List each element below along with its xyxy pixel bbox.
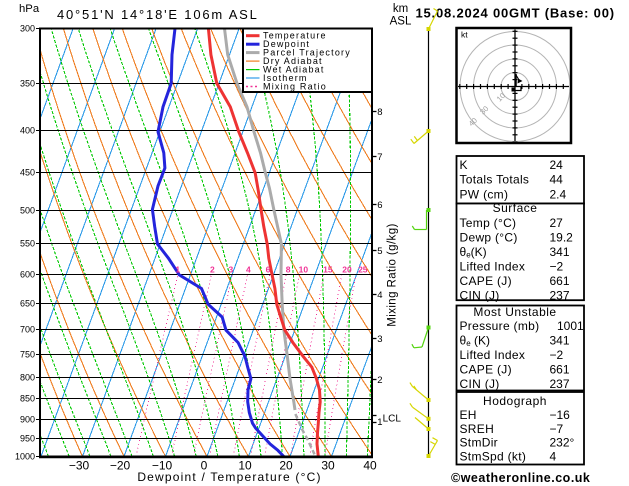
svg-text:Most Unstable: Most Unstable (473, 305, 556, 319)
svg-text:600: 600 (20, 270, 35, 280)
svg-text:300: 300 (20, 24, 35, 34)
svg-text:Mixing Ratio: Mixing Ratio (263, 81, 327, 91)
svg-text:24: 24 (550, 158, 564, 172)
svg-text:2: 2 (210, 265, 215, 275)
svg-text:6: 6 (266, 265, 271, 275)
svg-text:7: 7 (377, 152, 382, 163)
svg-text:661: 661 (550, 362, 570, 376)
svg-text:−30: −30 (69, 459, 90, 473)
svg-text:1001: 1001 (557, 319, 584, 333)
svg-text:8: 8 (286, 265, 291, 275)
svg-text:450: 450 (20, 168, 35, 178)
svg-text:Lifted Index: Lifted Index (460, 260, 526, 274)
svg-text:Dewp (°C): Dewp (°C) (460, 231, 518, 245)
svg-text:0: 0 (201, 459, 208, 473)
svg-text:4: 4 (550, 450, 557, 464)
svg-text:−20: −20 (110, 459, 131, 473)
svg-text:SREH: SREH (460, 422, 495, 436)
svg-text:6: 6 (377, 200, 382, 211)
svg-text:5: 5 (377, 246, 382, 257)
svg-text:2: 2 (377, 375, 382, 386)
svg-text:kt: kt (461, 30, 468, 40)
svg-text:3: 3 (377, 334, 382, 345)
svg-text:20: 20 (279, 459, 293, 473)
svg-text:900: 900 (20, 415, 35, 425)
svg-text:Surface: Surface (493, 201, 538, 215)
svg-text:CIN (J): CIN (J) (460, 288, 500, 302)
svg-text:θe (K): θe (K) (460, 334, 490, 349)
svg-text:Wet Adiabat: Wet Adiabat (263, 64, 325, 74)
svg-text:Hodograph: Hodograph (483, 394, 547, 408)
svg-text:30: 30 (321, 459, 335, 473)
svg-text:40: 40 (363, 459, 377, 473)
svg-text:©weatheronline.co.uk: ©weatheronline.co.uk (451, 471, 590, 485)
svg-text:10: 10 (299, 265, 309, 275)
svg-text:Dry Adiabat: Dry Adiabat (263, 56, 323, 66)
svg-text:650: 650 (20, 299, 35, 309)
svg-text:Pressure (mb): Pressure (mb) (460, 319, 540, 333)
svg-text:PW (cm): PW (cm) (460, 187, 509, 201)
svg-text:44: 44 (550, 173, 564, 187)
svg-text:25: 25 (358, 265, 368, 275)
svg-text:Temp (°C): Temp (°C) (460, 216, 517, 230)
svg-text:8: 8 (377, 107, 382, 118)
svg-text:661: 661 (550, 274, 570, 288)
svg-text:750: 750 (20, 350, 35, 360)
svg-text:15: 15 (323, 265, 333, 275)
svg-text:LCL: LCL (383, 414, 402, 425)
svg-text:Parcel Trajectory: Parcel Trajectory (263, 47, 351, 57)
svg-text:Lifted Index: Lifted Index (460, 348, 526, 362)
svg-text:19.2: 19.2 (550, 231, 574, 245)
svg-text:4: 4 (246, 265, 251, 275)
svg-text:−2: −2 (550, 348, 564, 362)
svg-text:Temperature: Temperature (263, 31, 327, 41)
svg-text:−2: −2 (550, 260, 564, 274)
svg-text:341: 341 (550, 334, 570, 348)
svg-text:700: 700 (20, 325, 35, 335)
svg-text:237: 237 (550, 288, 570, 302)
svg-text:800: 800 (20, 373, 35, 383)
svg-text:K: K (460, 158, 468, 172)
svg-text:Isotherm: Isotherm (263, 73, 308, 83)
svg-text:1000: 1000 (15, 452, 35, 462)
svg-text:CAPE (J): CAPE (J) (460, 362, 512, 376)
svg-text:1: 1 (175, 265, 180, 275)
svg-text:237: 237 (550, 377, 570, 391)
svg-text:Mixing Ratio (g/kg): Mixing Ratio (g/kg) (387, 223, 399, 326)
svg-text:θe(K): θe(K) (460, 245, 487, 260)
svg-text:350: 350 (20, 79, 35, 89)
svg-text:CIN (J): CIN (J) (460, 377, 500, 391)
svg-text:4: 4 (377, 290, 382, 301)
svg-text:850: 850 (20, 394, 35, 404)
svg-text:1: 1 (377, 417, 382, 428)
svg-text:−10: −10 (152, 459, 173, 473)
svg-text:232°: 232° (550, 436, 575, 450)
svg-text:Dewpoint / Temperature (°C): Dewpoint / Temperature (°C) (137, 470, 321, 484)
svg-text:20: 20 (342, 265, 352, 275)
svg-text:StmSpd (kt): StmSpd (kt) (460, 450, 527, 464)
svg-text:3: 3 (229, 265, 234, 275)
svg-text:hPa: hPa (19, 3, 40, 15)
svg-text:−16: −16 (550, 408, 571, 422)
svg-text:341: 341 (550, 245, 570, 259)
svg-text:ASL: ASL (390, 16, 412, 28)
svg-text:km: km (393, 3, 408, 15)
svg-text:EH: EH (460, 408, 477, 422)
svg-text:15.08.2024 00GMT (Base: 00): 15.08.2024 00GMT (Base: 00) (416, 5, 615, 20)
svg-text:StmDir: StmDir (460, 436, 498, 450)
svg-text:Totals Totals: Totals Totals (460, 173, 530, 187)
svg-text:950: 950 (20, 434, 35, 444)
svg-text:10: 10 (238, 459, 252, 473)
svg-text:40°51'N 14°18'E 106m ASL: 40°51'N 14°18'E 106m ASL (57, 7, 259, 22)
svg-text:550: 550 (20, 239, 35, 249)
svg-text:Dewpoint: Dewpoint (263, 39, 310, 49)
svg-text:CAPE (J): CAPE (J) (460, 274, 512, 288)
svg-text:500: 500 (20, 206, 35, 216)
svg-text:400: 400 (20, 126, 35, 136)
svg-text:27: 27 (550, 216, 564, 230)
svg-text:−7: −7 (550, 422, 564, 436)
svg-text:2.4: 2.4 (550, 187, 567, 201)
